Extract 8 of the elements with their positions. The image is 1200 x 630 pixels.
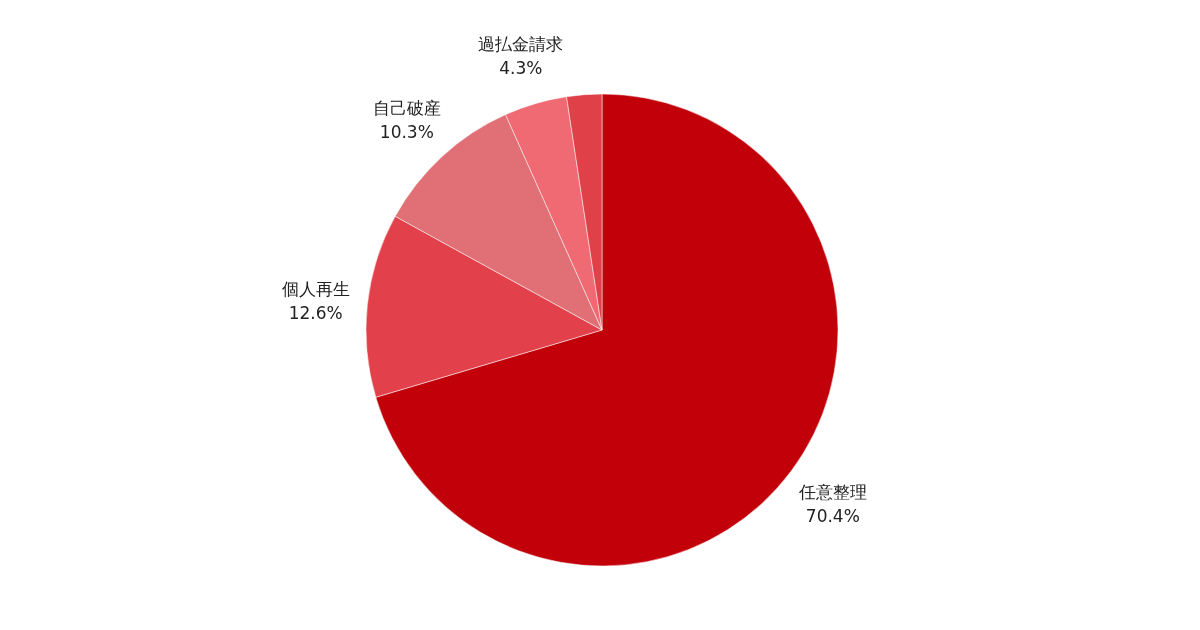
slice-label: 過払金請求 — [478, 33, 564, 54]
data-label: 10.3% — [379, 122, 434, 143]
slice-label: 個人再生 — [281, 279, 350, 300]
slice-label: 自己破産 — [372, 98, 441, 119]
data-label: 70.4% — [805, 506, 860, 527]
data-label: 4.3% — [499, 57, 543, 78]
data-label: 12.6% — [288, 303, 343, 324]
slice-label: 任意整理 — [797, 482, 867, 503]
